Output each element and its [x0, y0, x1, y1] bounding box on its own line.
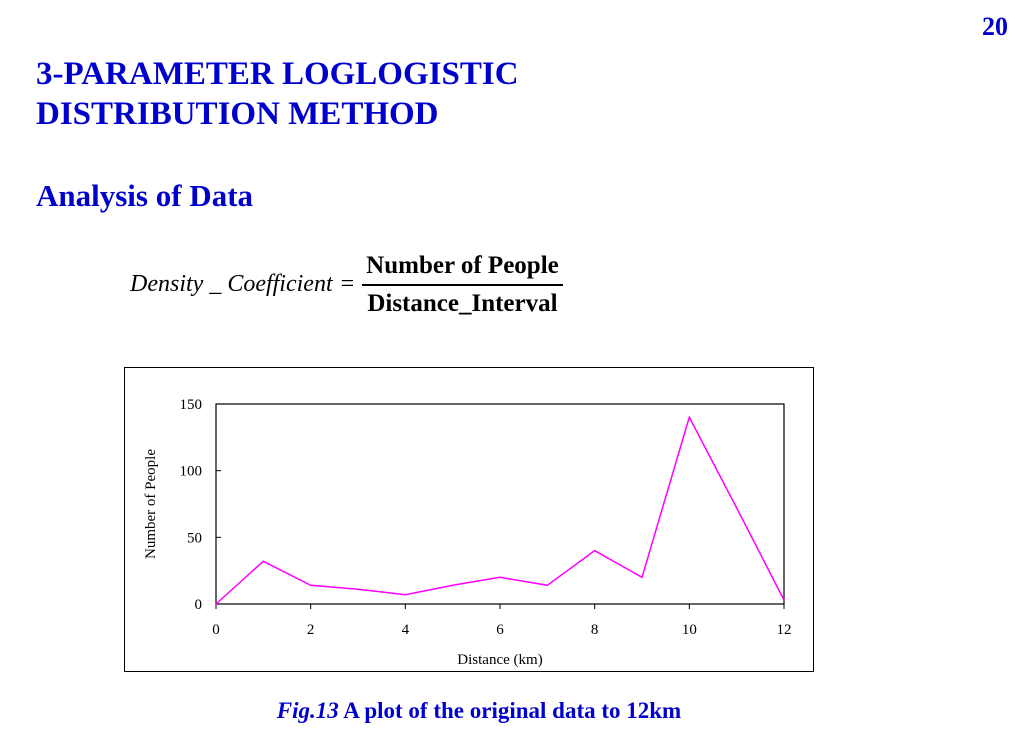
page-number: 20: [982, 12, 1008, 41]
data-point: [688, 416, 691, 419]
x-tick-label: 2: [307, 622, 315, 638]
x-tick-label: 10: [682, 622, 697, 638]
figure-caption-text: A plot of the original data to 12km: [338, 698, 682, 723]
section-subtitle: Analysis of Data: [36, 178, 254, 213]
figure-caption: Fig.13 A plot of the original data to 12…: [0, 698, 958, 724]
data-point: [404, 593, 407, 596]
data-point: [499, 576, 501, 579]
y-axis-label: Number of People: [143, 449, 159, 559]
x-axis-label: Distance (km): [457, 652, 542, 668]
y-tick-label: 150: [180, 397, 203, 413]
data-point: [262, 560, 265, 563]
density-formula: Density _ Coefficient = Number of People…: [130, 252, 563, 318]
data-point: [451, 584, 454, 587]
formula-equals: =: [340, 271, 355, 298]
data-series-line: [215, 415, 785, 605]
figure-label: Fig.13: [276, 698, 339, 723]
slide-title-line-2: DISTRIBUTION METHOD: [36, 96, 439, 132]
formula-lhs: Density _ Coefficient: [130, 271, 333, 298]
y-tick-label: 0: [195, 597, 203, 613]
x-tick-label: 0: [212, 622, 220, 638]
data-point: [593, 549, 596, 552]
data-point: [641, 576, 643, 579]
formula-numerator: Number of People: [366, 252, 559, 279]
x-tick-label: 6: [496, 622, 504, 638]
formula-denominator: Distance_Interval: [367, 289, 558, 317]
fraction-bar: [362, 284, 563, 286]
y-tick-label: 100: [180, 464, 203, 480]
formula-fraction: Number of People Distance_Interval: [362, 252, 563, 318]
x-tick-label: 4: [402, 622, 410, 638]
data-point: [546, 584, 549, 587]
chart-frame: 0 50 100 150 0 2 4 6 8 10 12 Distance (km) Number of…: [124, 367, 814, 672]
slide-title-line-1: 3-PARAMETER LOGLOGISTIC: [36, 56, 519, 92]
x-tick-label: 8: [591, 622, 599, 638]
line-chart: 0 50 100 150 0 2 4 6 8 10 12 Distance (km) Number of…: [143, 397, 792, 668]
data-point: [783, 599, 785, 601]
data-point: [357, 588, 359, 591]
data-point: [215, 603, 217, 605]
data-point: [735, 507, 738, 509]
slide-title: 3-PARAMETER LOGLOGISTIC DISTRIBUTION MET…: [36, 54, 519, 134]
y-tick-label: 50: [187, 530, 202, 546]
data-point: [309, 584, 312, 587]
x-tick-label: 12: [777, 622, 792, 638]
